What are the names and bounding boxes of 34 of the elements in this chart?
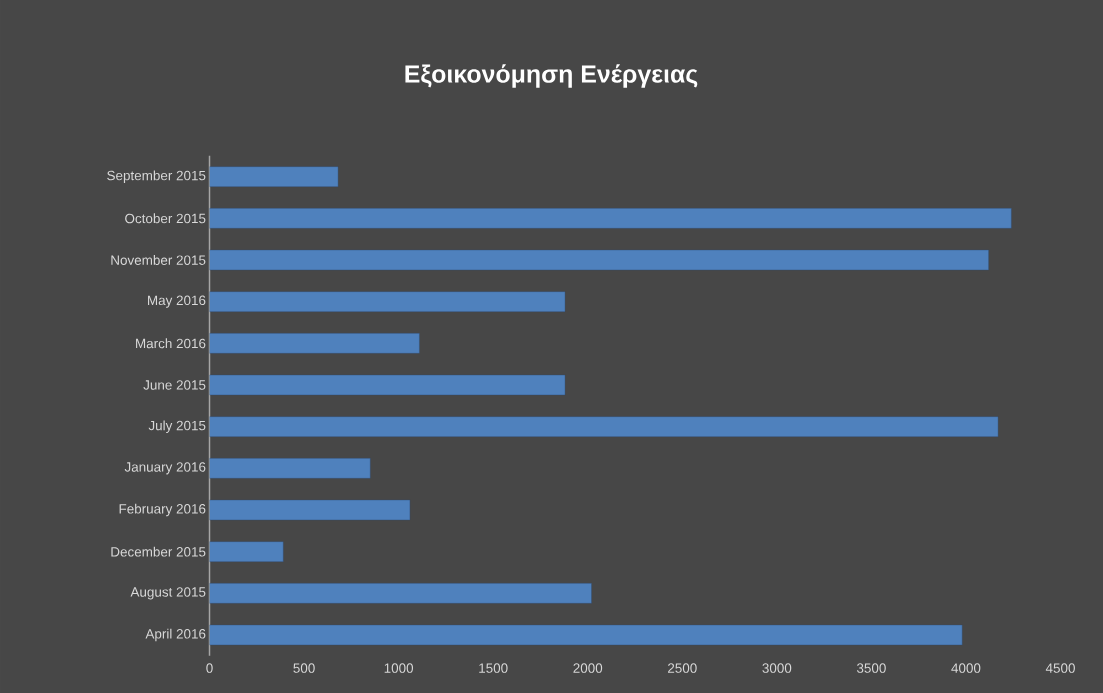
x-tick-label: 0 <box>206 663 213 673</box>
bar <box>209 291 566 312</box>
y-tick-label: August 2015 <box>130 587 206 600</box>
y-tick-label: May 2016 <box>148 295 206 308</box>
y-tick-label: March 2016 <box>136 338 206 349</box>
bar <box>209 208 1012 229</box>
chart-title: Εξοικονόμηση Ενέργειας <box>405 64 698 88</box>
bar <box>209 416 999 437</box>
bar <box>209 541 284 562</box>
x-tick-label: 500 <box>293 663 315 673</box>
y-tick-label: June 2015 <box>143 380 206 390</box>
bar <box>209 624 963 646</box>
x-tick-label: 4500 <box>1045 663 1075 673</box>
y-tick-label: February 2016 <box>119 503 206 517</box>
y-tick-label: January 2016 <box>124 462 206 475</box>
bar <box>209 583 592 604</box>
x-tick-label: 1000 <box>384 663 414 673</box>
x-tick-label: 4000 <box>951 663 981 673</box>
bar <box>209 374 566 396</box>
bar <box>209 249 989 271</box>
x-tick-label: 2000 <box>573 663 603 673</box>
y-tick-label: July 2015 <box>148 420 206 433</box>
y-tick-label: November 2015 <box>111 255 206 265</box>
bar <box>209 333 420 354</box>
bar <box>209 458 371 479</box>
y-tick-label: December 2015 <box>111 546 206 557</box>
y-tick-label: September 2015 <box>107 170 206 183</box>
x-tick-label: 3500 <box>856 663 886 673</box>
bar <box>209 166 339 187</box>
x-tick-label: 2500 <box>668 663 697 673</box>
x-tick-label: 1500 <box>479 663 508 673</box>
y-tick-label: October 2015 <box>125 213 206 224</box>
y-tick-label: April 2016 <box>145 628 206 642</box>
x-tick-label: 3000 <box>762 663 792 673</box>
